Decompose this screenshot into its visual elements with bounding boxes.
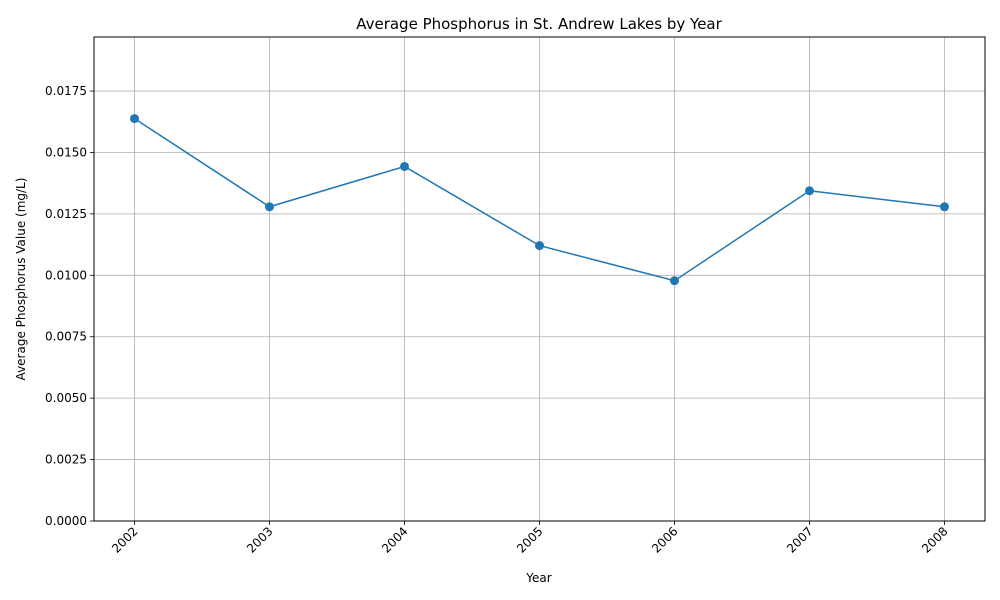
y-tick-label: 0.0100 <box>45 268 87 282</box>
y-tick-label: 0.0000 <box>45 514 87 528</box>
y-tick-label: 0.0050 <box>45 391 87 405</box>
y-tick-label: 0.0025 <box>45 453 87 467</box>
x-axis-ticks: 2002 2003 2004 2005 2006 2007 2008 <box>109 521 951 556</box>
x-axis-label: Year <box>525 571 551 585</box>
data-point <box>265 202 274 212</box>
x-tick-label: 2002 <box>109 524 140 555</box>
y-tick-label: 0.0075 <box>45 330 87 344</box>
y-axis-label: Average Phosphorus Value (mg/L) <box>14 178 28 381</box>
chart-title: Average Phosphorus in St. Andrew Lakes b… <box>356 15 722 33</box>
y-tick-label: 0.0125 <box>45 207 87 221</box>
x-tick-label: 2003 <box>244 524 275 555</box>
y-tick-label: 0.0175 <box>45 84 87 98</box>
data-point <box>670 276 679 286</box>
data-point <box>535 241 544 251</box>
grid-lines <box>94 37 985 522</box>
data-point <box>940 202 949 212</box>
x-tick-label: 2008 <box>919 524 950 555</box>
y-tick-label: 0.0150 <box>45 145 87 159</box>
data-point <box>130 114 139 124</box>
data-point <box>400 161 409 171</box>
data-points <box>130 114 949 286</box>
y-axis-ticks: 0.0000 0.0025 0.0050 0.0075 0.0100 0.0125 0.01… <box>45 84 94 528</box>
x-tick-label: 2006 <box>649 524 680 555</box>
data-point <box>805 186 814 196</box>
x-tick-label: 2004 <box>379 524 410 555</box>
x-tick-label: 2005 <box>514 524 545 555</box>
x-tick-label: 2007 <box>784 524 815 555</box>
